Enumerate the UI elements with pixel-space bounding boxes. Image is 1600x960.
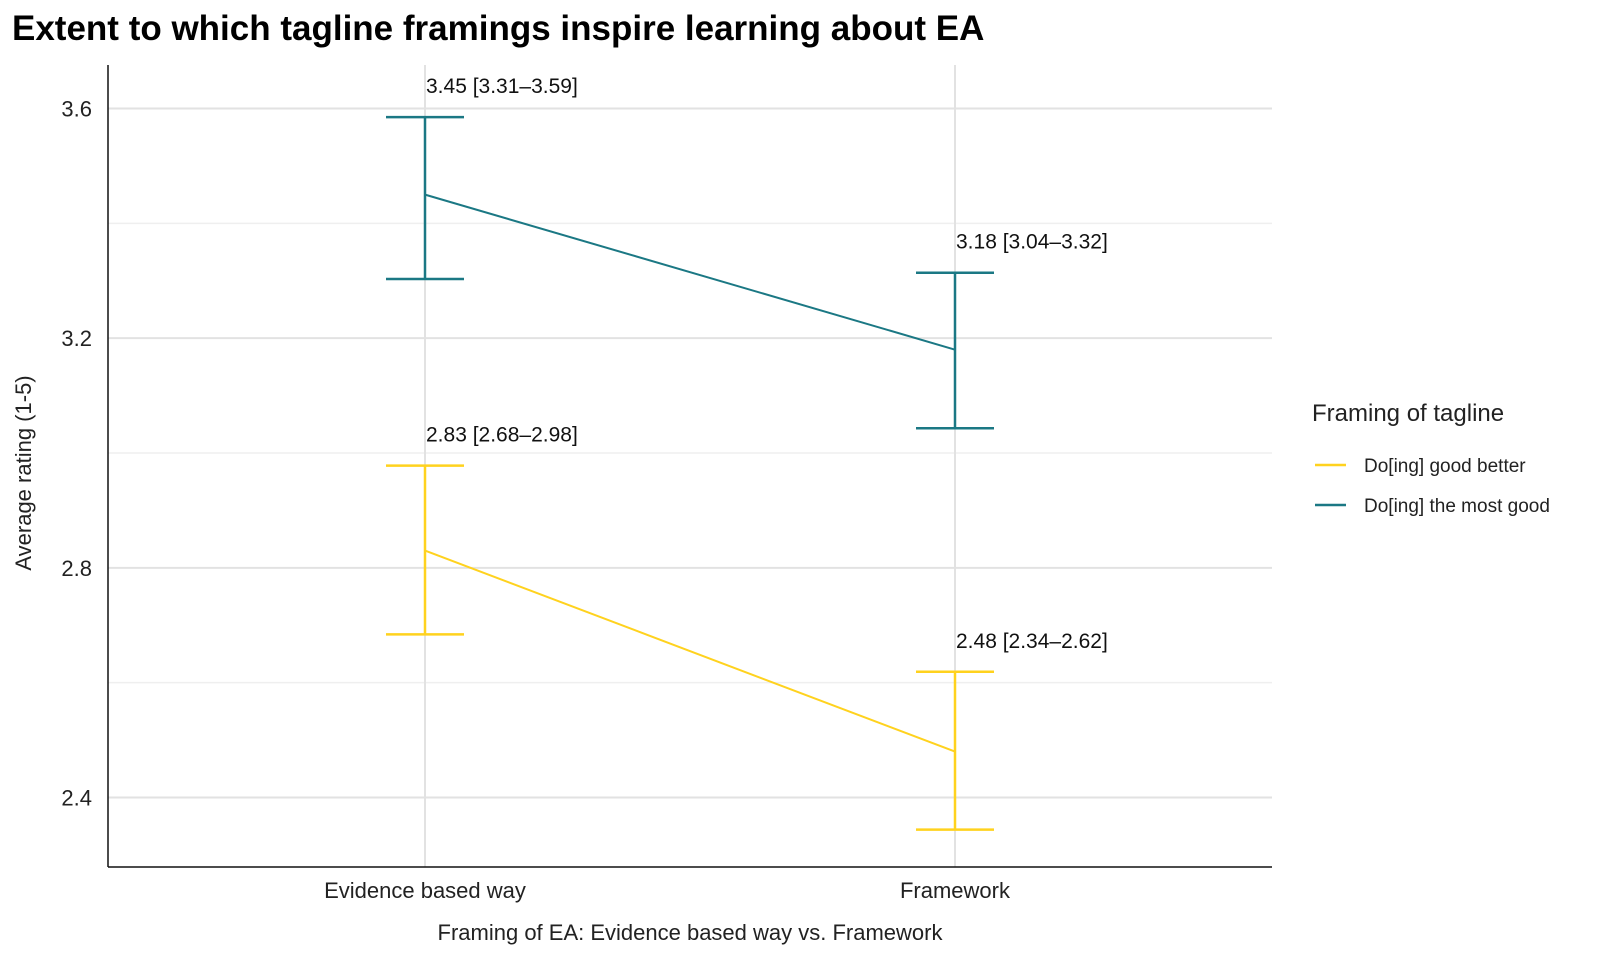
grid (108, 65, 1272, 867)
data-label: 3.45 [3.31–3.59] (426, 75, 578, 98)
series-1 (386, 464, 994, 831)
y-axis-title: Average rating (1-5) (11, 375, 36, 570)
y-tick-label: 3.2 (61, 326, 92, 351)
legend-title: Framing of tagline (1312, 400, 1504, 427)
data-labels: 2.83 [2.68–2.98] 2.48 [2.34–2.62] 3.45 [3.… (426, 75, 1108, 653)
chart-title: Extent to which tagline framings inspire… (12, 9, 984, 48)
series-layer (386, 115, 994, 831)
x-axis-title: Framing of EA: Evidence based way vs. Fr… (438, 920, 944, 945)
series-line (424, 549, 956, 753)
legend: Framing of tagline Do[ing] good better Do… (1312, 400, 1550, 517)
data-label: 2.83 [2.68–2.98] (426, 424, 578, 447)
y-tick-label: 2.4 (61, 786, 92, 811)
y-tick-label: 2.8 (61, 556, 92, 581)
y-tick-label: 3.6 (61, 97, 92, 122)
legend-label-1: Do[ing] good better (1364, 456, 1526, 477)
axes (107, 65, 1272, 868)
x-tick-label: Evidence based way (324, 878, 526, 903)
legend-label-2: Do[ing] the most good (1364, 496, 1550, 517)
data-label: 2.48 [2.34–2.62] (956, 630, 1108, 653)
tick-labels: 2.4 2.8 3.2 3.6 Evidence based way Framework (61, 97, 1011, 904)
series-line (424, 193, 956, 351)
data-label: 3.18 [3.04–3.32] (956, 231, 1108, 254)
series-2 (386, 115, 994, 430)
x-tick-label: Framework (900, 878, 1011, 903)
